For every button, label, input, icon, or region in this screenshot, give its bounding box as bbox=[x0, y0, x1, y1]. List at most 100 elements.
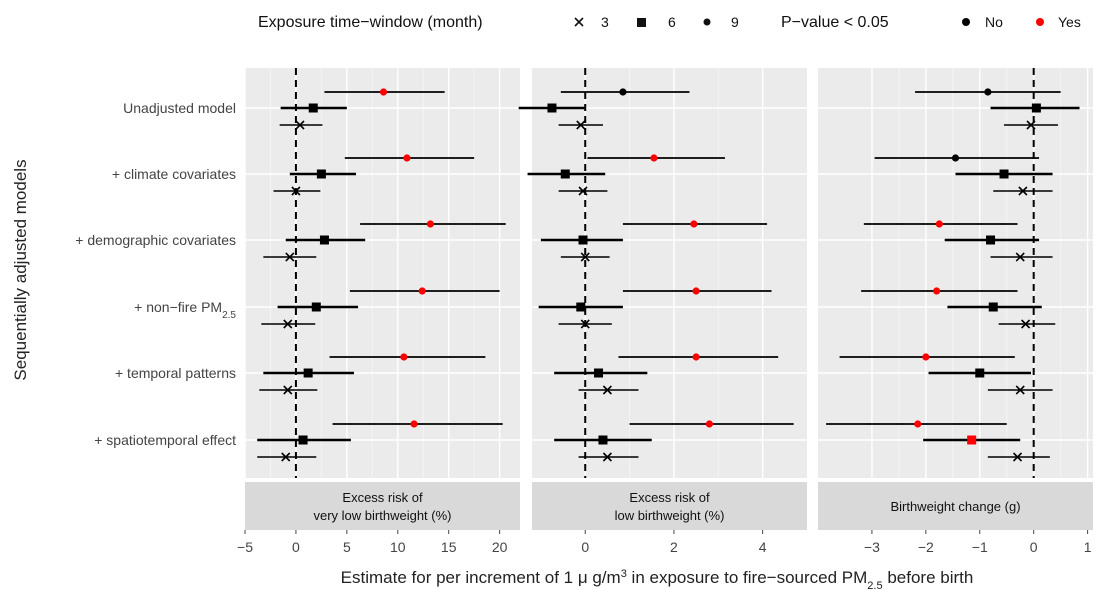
point-circle bbox=[692, 353, 700, 361]
category-label-sub: 2.5 bbox=[222, 310, 236, 321]
category-label-5: + spatiotemporal effect bbox=[94, 432, 236, 448]
estimate-0-month-9 bbox=[560, 88, 690, 96]
legend-pvalue-item-no: No bbox=[962, 14, 1003, 30]
point-square bbox=[986, 235, 996, 245]
legend-pvalue-label-no: No bbox=[985, 14, 1003, 30]
category-label-text: + climate covariates bbox=[112, 166, 236, 182]
point-circle bbox=[935, 220, 943, 228]
estimate-3-month-9 bbox=[622, 287, 772, 295]
point-cross bbox=[602, 385, 612, 395]
point-circle bbox=[619, 88, 627, 96]
point-square bbox=[298, 435, 308, 445]
category-label-text: + demographic covariates bbox=[75, 232, 236, 248]
x-tick-label: −2 bbox=[918, 539, 934, 555]
panel-background bbox=[818, 68, 1093, 478]
legend-pvalue-title: P−value < 0.05 bbox=[781, 14, 889, 31]
point-square bbox=[319, 235, 329, 245]
estimate-3-month-9 bbox=[349, 287, 500, 295]
point-cross bbox=[285, 252, 295, 262]
point-circle bbox=[426, 220, 434, 228]
point-cross bbox=[1012, 452, 1023, 462]
point-circle bbox=[984, 88, 992, 96]
legend-no-dot-icon bbox=[962, 18, 970, 26]
estimate-3-month-6 bbox=[538, 302, 623, 312]
point-cross bbox=[580, 252, 590, 262]
category-label-text: + non−fire PM bbox=[134, 299, 222, 315]
category-label-4: + temporal patterns bbox=[115, 365, 236, 381]
x-axis-title: Estimate for per increment of 1 μ g/m3 i… bbox=[341, 568, 974, 590]
legend: Exposure time−window (month) 3 6 9 P−val… bbox=[258, 14, 1081, 31]
strip-background bbox=[245, 482, 520, 530]
legend-window-label-3: 3 bbox=[601, 14, 609, 30]
strip-background bbox=[818, 482, 1093, 530]
x-tick-label: 15 bbox=[441, 539, 457, 555]
legend-window-label-6: 6 bbox=[668, 14, 676, 30]
point-square bbox=[598, 435, 608, 445]
category-label-3: + non−fire PM2.5 bbox=[134, 299, 236, 321]
x-tick-label: 20 bbox=[492, 539, 508, 555]
estimate-2-month-3 bbox=[263, 252, 317, 262]
x-axis-title-prefix: Estimate for per increment of 1 μ g/m bbox=[341, 568, 621, 587]
point-square bbox=[967, 435, 977, 445]
point-circle bbox=[418, 287, 426, 295]
estimate-2-month-6 bbox=[540, 235, 623, 245]
point-cross bbox=[602, 452, 612, 462]
x-tick-label: 10 bbox=[390, 539, 406, 555]
estimate-4-month-3 bbox=[578, 385, 639, 395]
point-cross bbox=[1018, 186, 1028, 196]
legend-yes-dot-icon bbox=[1036, 18, 1044, 26]
point-circle bbox=[951, 154, 960, 162]
x-tick-label: 1 bbox=[1084, 539, 1092, 555]
point-square bbox=[576, 302, 586, 312]
point-cross bbox=[1015, 252, 1025, 262]
category-label-0: Unadjusted model bbox=[123, 100, 236, 116]
point-circle bbox=[650, 154, 658, 162]
point-square bbox=[1031, 103, 1041, 113]
estimate-0-month-3 bbox=[1004, 120, 1058, 130]
estimate-4-month-9 bbox=[618, 353, 779, 361]
estimate-4-month-9 bbox=[839, 353, 1015, 361]
point-circle bbox=[914, 420, 922, 428]
x-axis-title-sub: 2.5 bbox=[867, 580, 882, 590]
estimate-2-month-6 bbox=[285, 235, 366, 245]
estimate-5-month-6 bbox=[257, 435, 351, 445]
legend-window-item-6: 6 bbox=[637, 14, 676, 30]
category-label-text: + temporal patterns bbox=[115, 365, 236, 381]
point-circle bbox=[403, 154, 411, 162]
legend-circle-icon bbox=[703, 18, 711, 26]
estimate-0-month-6 bbox=[280, 103, 347, 113]
estimate-5-month-6 bbox=[554, 435, 652, 445]
estimate-1-month-3 bbox=[273, 186, 321, 196]
legend-window-label-9: 9 bbox=[731, 14, 739, 30]
legend-pvalue-item-yes: Yes bbox=[1036, 14, 1081, 30]
point-square bbox=[975, 368, 985, 378]
estimate-4-month-6 bbox=[928, 368, 1031, 378]
point-square bbox=[303, 368, 313, 378]
estimate-4-month-3 bbox=[987, 385, 1053, 395]
point-circle bbox=[410, 420, 418, 428]
point-square bbox=[547, 103, 557, 113]
category-label-1: + climate covariates bbox=[112, 166, 236, 182]
estimate-3-month-9 bbox=[861, 287, 1018, 295]
point-cross bbox=[281, 452, 291, 462]
estimate-0-month-3 bbox=[558, 120, 603, 130]
estimate-5-month-3 bbox=[257, 452, 317, 462]
panel-1: 0 2 4 Excess risk of low birthweight (%) bbox=[518, 68, 807, 555]
x-tick-label: 4 bbox=[759, 539, 767, 555]
legend-window-item-3: 3 bbox=[574, 14, 609, 30]
strip-background bbox=[532, 482, 807, 530]
panel-background bbox=[245, 68, 520, 478]
point-square bbox=[578, 235, 588, 245]
estimate-3-month-3 bbox=[998, 319, 1056, 329]
panel-background bbox=[532, 68, 807, 478]
estimate-3-month-3 bbox=[558, 319, 612, 329]
point-circle bbox=[400, 353, 408, 361]
point-cross bbox=[576, 120, 586, 130]
estimate-2-month-9 bbox=[622, 220, 768, 228]
point-cross bbox=[283, 319, 293, 329]
estimate-0-month-9 bbox=[915, 88, 1061, 96]
strip-label: low birthweight (%) bbox=[615, 508, 725, 523]
estimate-1-month-3 bbox=[558, 186, 608, 196]
estimate-1-month-9 bbox=[344, 154, 475, 162]
